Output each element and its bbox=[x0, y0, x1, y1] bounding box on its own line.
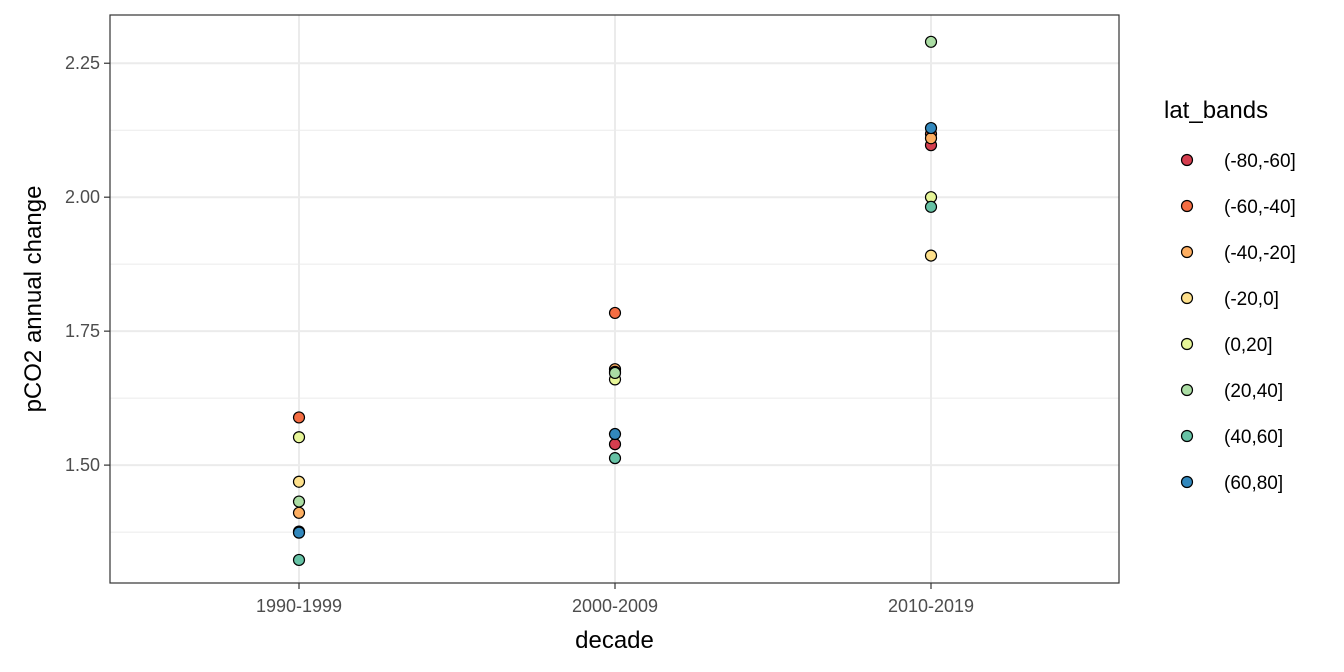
legend-label: (-40,-20] bbox=[1224, 243, 1296, 264]
data-point bbox=[292, 495, 306, 508]
legend-label: (0,20] bbox=[1224, 335, 1273, 356]
y-tick-label: 2.25 bbox=[65, 53, 100, 73]
x-tick-label: 1990-1999 bbox=[256, 596, 342, 616]
data-point bbox=[608, 452, 622, 465]
legend-key bbox=[1180, 199, 1194, 213]
legend-label: (-60,-40] bbox=[1224, 197, 1296, 218]
data-point bbox=[924, 132, 938, 145]
data-point bbox=[924, 35, 938, 48]
legend-key bbox=[1180, 429, 1194, 443]
data-point bbox=[292, 411, 306, 424]
x-axis: 1990-1999 2000-2009 2010-2019 bbox=[256, 583, 974, 616]
legend-key bbox=[1180, 245, 1194, 259]
legend-key bbox=[1180, 337, 1194, 351]
legend: lat_bands (-80,-60] (-60,-40] (-40,-20] (-2… bbox=[1164, 97, 1296, 494]
x-tick-label: 2000-2009 bbox=[572, 596, 658, 616]
legend-key bbox=[1180, 291, 1194, 305]
y-tick-label: 1.50 bbox=[65, 455, 100, 475]
legend-key bbox=[1180, 475, 1194, 489]
x-axis-title: decade bbox=[575, 627, 654, 654]
legend-label: (-80,-60] bbox=[1224, 151, 1296, 172]
major-gridlines bbox=[110, 15, 1119, 583]
x-tick-label: 2010-2019 bbox=[888, 596, 974, 616]
data-point bbox=[292, 431, 306, 444]
y-axis-title: pCO2 annual change bbox=[20, 186, 47, 413]
legend-label: (20,40] bbox=[1224, 381, 1283, 402]
legend-label: (-20,0] bbox=[1224, 289, 1279, 310]
legend-label: (60,80] bbox=[1224, 473, 1283, 494]
data-point bbox=[608, 366, 622, 380]
data-point bbox=[924, 200, 938, 213]
data-point bbox=[292, 526, 306, 539]
data-points bbox=[292, 35, 938, 567]
y-tick-label: 1.75 bbox=[65, 321, 100, 341]
data-point bbox=[608, 306, 622, 320]
legend-title: lat_bands bbox=[1164, 97, 1268, 124]
legend-items: (-80,-60] (-60,-40] (-40,-20] (-20,0] (0,20]… bbox=[1180, 151, 1296, 494]
y-axis: 1.50 1.75 2.00 2.25 bbox=[65, 53, 110, 475]
legend-key bbox=[1180, 153, 1194, 167]
data-point bbox=[292, 506, 306, 519]
data-point bbox=[292, 553, 306, 567]
data-point bbox=[292, 475, 306, 488]
legend-key bbox=[1180, 383, 1194, 397]
data-point bbox=[924, 121, 938, 135]
data-point bbox=[924, 249, 938, 262]
data-point bbox=[608, 438, 622, 451]
y-tick-label: 2.00 bbox=[65, 187, 100, 207]
data-point bbox=[608, 427, 622, 441]
legend-label: (40,60] bbox=[1224, 427, 1283, 448]
